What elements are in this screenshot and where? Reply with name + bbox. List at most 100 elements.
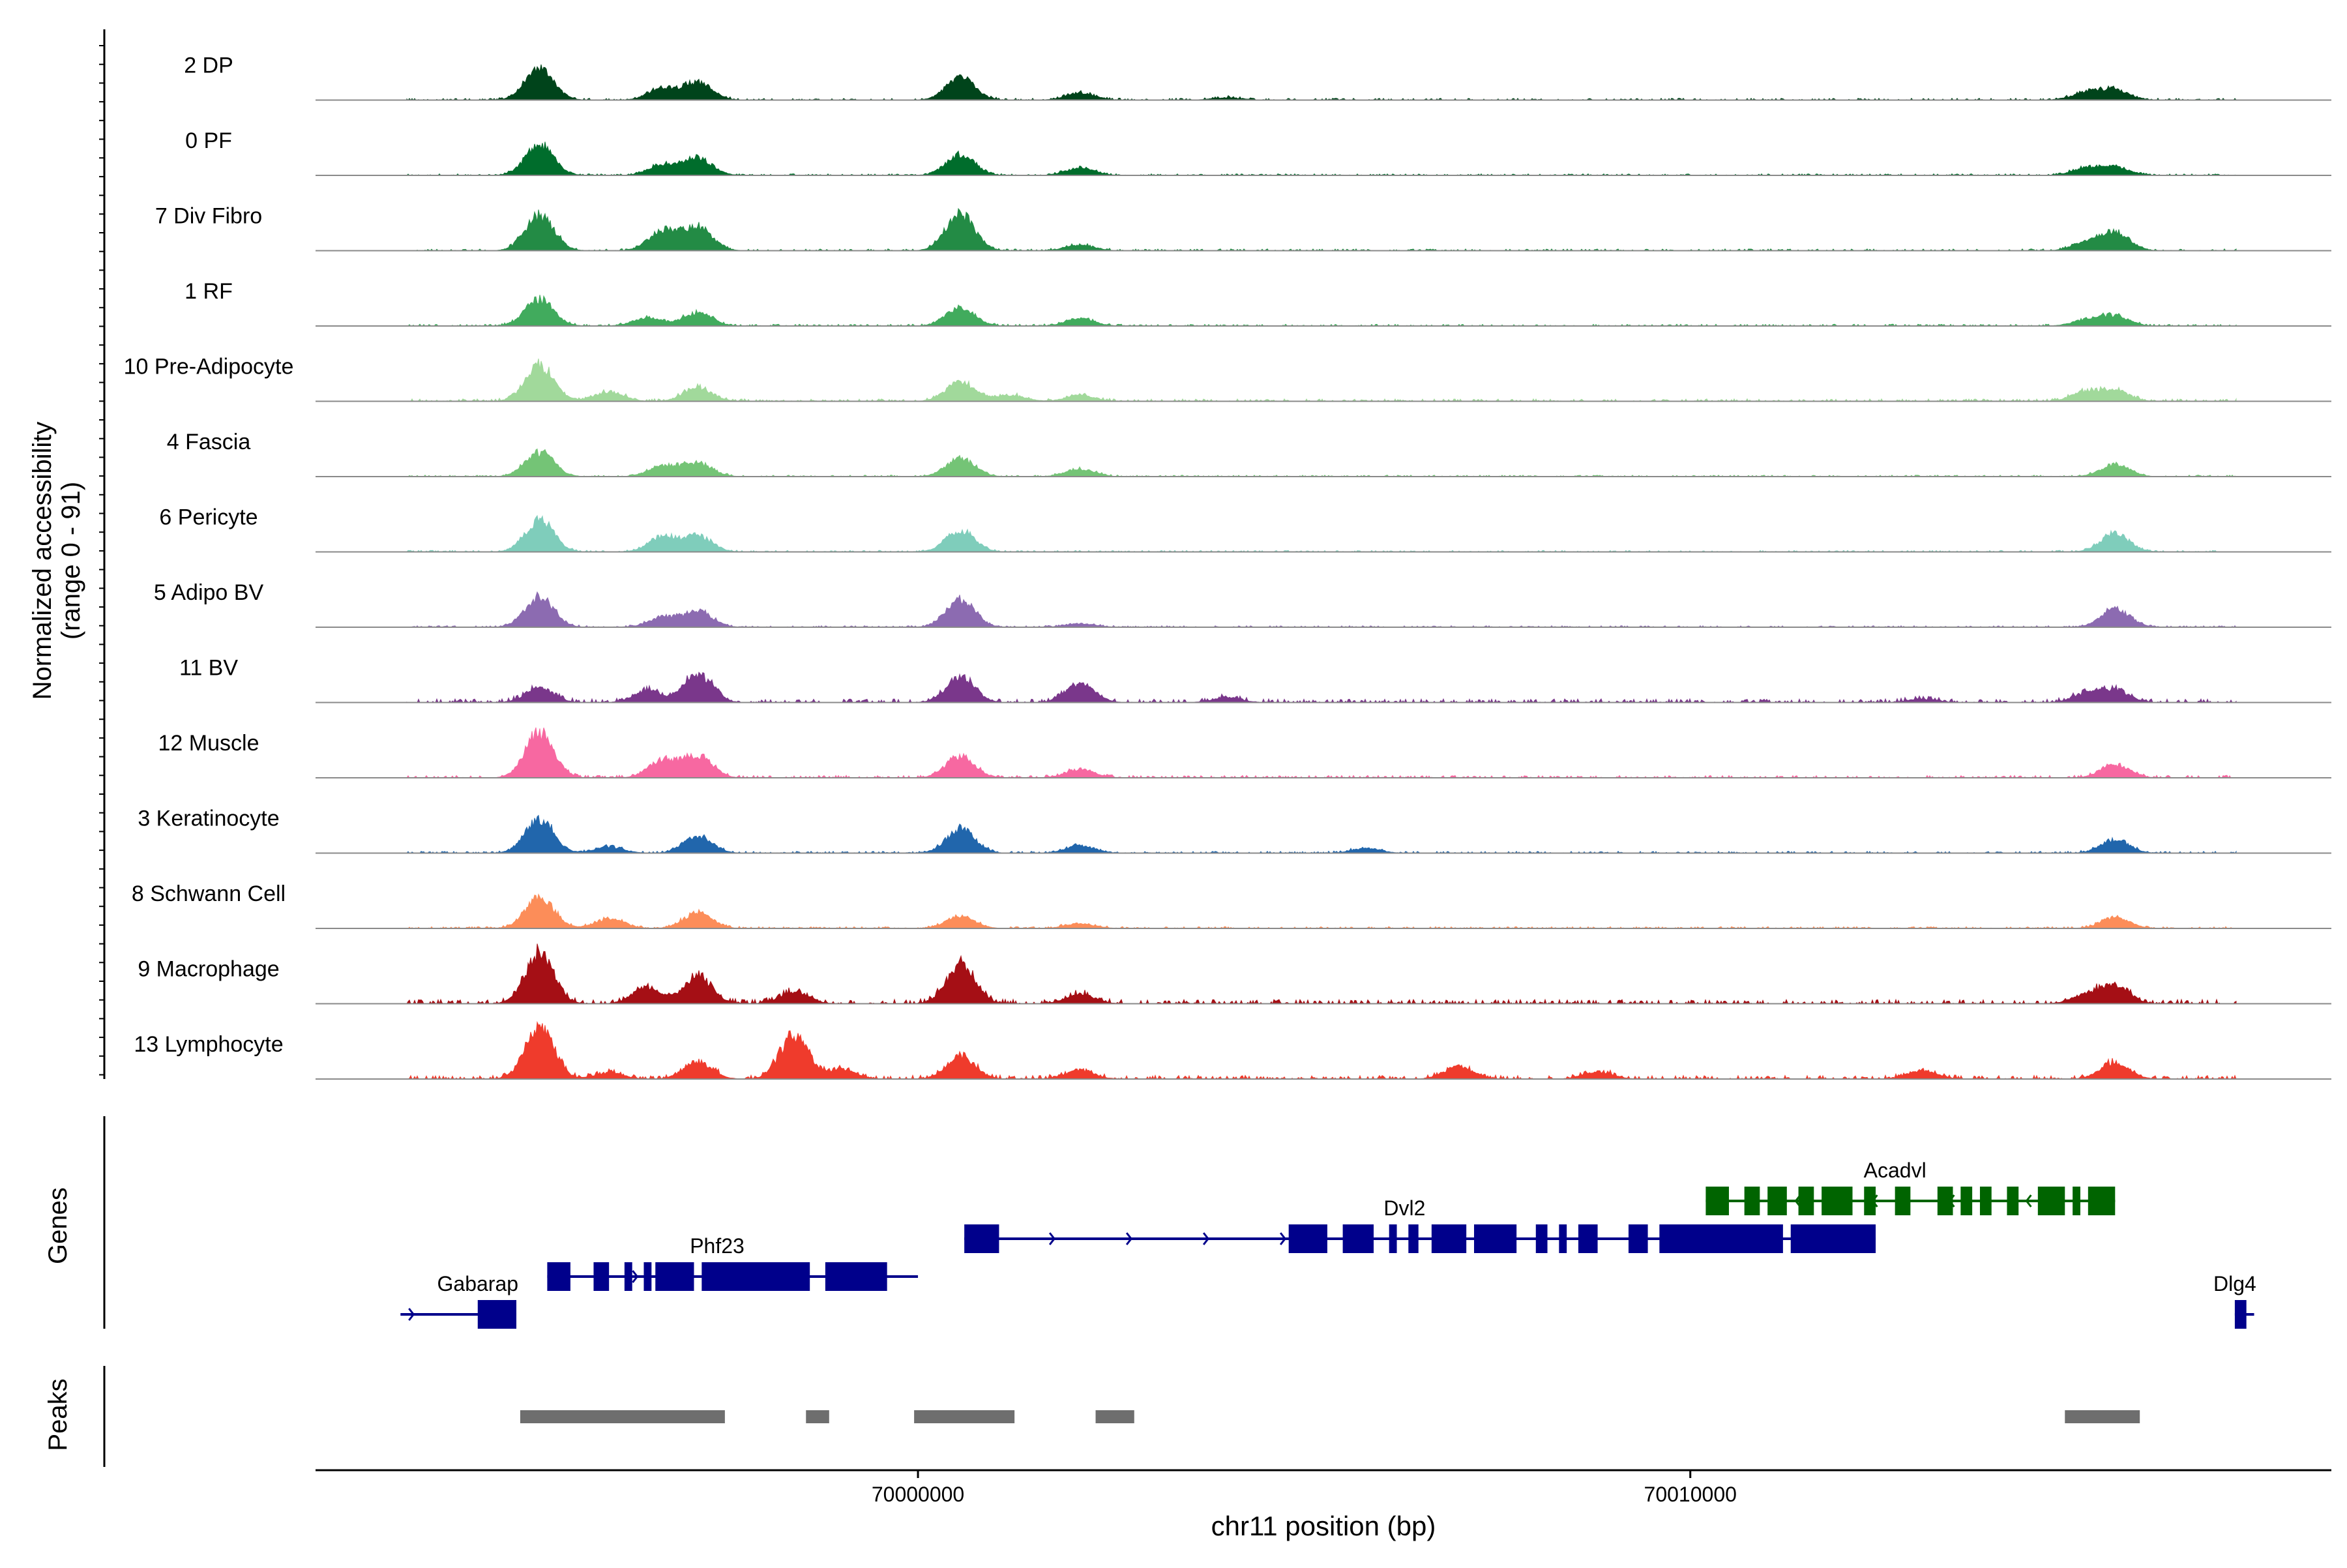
gene-exon: [1431, 1224, 1467, 1253]
track-13: 9 Macrophage: [138, 943, 2331, 1005]
gene-exon: [1822, 1187, 1853, 1215]
gene-exon: [2091, 1187, 2116, 1215]
peak-region: [520, 1410, 725, 1423]
gene-phf23: Phf23: [547, 1234, 919, 1291]
gene-exon: [1628, 1224, 1648, 1253]
track-label: 8 Schwann Cell: [132, 881, 286, 906]
gene-exon: [1895, 1187, 1911, 1215]
strand-chevron: [1048, 1232, 1056, 1245]
track-label: 12 Muscle: [158, 731, 259, 756]
x-tick-label: 70010000: [1644, 1483, 1737, 1506]
peak-region: [914, 1410, 1015, 1423]
track-label: 9 Macrophage: [138, 957, 279, 982]
genes-panel-label: Genes: [44, 1187, 72, 1264]
gene-exon: [2234, 1300, 2247, 1329]
panel-frames: [99, 29, 106, 1467]
track-6: 4 Fascia: [167, 430, 2331, 477]
coverage-area: [407, 893, 2236, 929]
gene-exon: [1578, 1224, 1598, 1253]
gene-exon: [1790, 1224, 1876, 1253]
coverage-tracks: 2 DP 0 PF 7 Div Fibro 1 RF 10 Pre-Adipocyte 4…: [124, 53, 2331, 1080]
gene-exon: [547, 1262, 570, 1291]
track-9: 11 BV: [179, 656, 2331, 703]
gene-exon: [643, 1262, 652, 1291]
gene-label: Dvl2: [1383, 1196, 1425, 1220]
gene-exon: [655, 1262, 694, 1291]
coverage-area: [406, 141, 2237, 176]
track-12: 8 Schwann Cell: [132, 881, 2331, 929]
gene-exon: [1342, 1224, 1374, 1253]
gene-exon: [2037, 1187, 2065, 1215]
gene-exon: [1559, 1224, 1567, 1253]
peaks-panel-label: Peaks: [44, 1378, 72, 1451]
track-3: 7 Div Fibro: [155, 204, 2331, 252]
track-1: 2 DP: [184, 53, 2331, 101]
track-10: 12 Muscle: [158, 727, 2331, 779]
gene-exon: [1408, 1224, 1419, 1253]
gene-exon: [701, 1262, 810, 1291]
gene-exon: [1937, 1187, 1953, 1215]
strand-chevron: [1202, 1232, 1210, 1245]
track-label: 4 Fascia: [167, 430, 251, 454]
gene-annotation-track: Gabarap Phf23 Dvl2 Acadvl Dlg4: [400, 1159, 2256, 1329]
x-tick-label: 70000000: [872, 1483, 964, 1506]
gene-exon: [593, 1262, 610, 1291]
gene-exon: [1535, 1224, 1548, 1253]
strand-chevron: [1125, 1232, 1133, 1245]
strand-chevron: [1279, 1232, 1287, 1245]
gene-exon: [477, 1300, 517, 1329]
y-axis-label-line2: (range 0 - 91): [57, 482, 85, 640]
gene-exon: [1767, 1187, 1787, 1215]
gene-exon: [1798, 1187, 1814, 1215]
track-11: 3 Keratinocyte: [138, 806, 2331, 854]
gene-acadvl: Acadvl: [1705, 1159, 2116, 1215]
track-2: 0 PF: [185, 128, 2331, 176]
x-axis-label: chr11 position (bp): [1211, 1511, 1436, 1541]
gene-label: Gabarap: [437, 1272, 519, 1295]
gene-exon: [1744, 1187, 1760, 1215]
track-label: 7 Div Fibro: [155, 204, 262, 229]
track-label: 1 RF: [185, 279, 233, 304]
track-label: 11 BV: [179, 656, 238, 681]
gene-label: Phf23: [690, 1234, 745, 1258]
strand-chevron: [2025, 1194, 2032, 1207]
gene-exon: [964, 1224, 999, 1253]
gene-label: Dlg4: [2213, 1272, 2256, 1295]
strand-chevron: [632, 1270, 639, 1283]
gene-exon: [2073, 1187, 2080, 1215]
peak-region: [2065, 1410, 2140, 1423]
peak-region: [1095, 1410, 1134, 1423]
track-label: 13 Lymphocyte: [134, 1032, 283, 1057]
gene-exon: [1659, 1224, 1783, 1253]
track-label: 0 PF: [185, 128, 232, 153]
track-4: 1 RF: [185, 279, 2331, 327]
gene-gabarap: Gabarap: [400, 1272, 518, 1329]
peak-region-track: [520, 1410, 2140, 1423]
track-5: 10 Pre-Adipocyte: [124, 355, 2331, 402]
gene-exon: [1960, 1187, 1973, 1215]
track-label: 2 DP: [184, 53, 233, 78]
gene-exon: [2007, 1187, 2019, 1215]
track-8: 5 Adipo BV: [154, 580, 2331, 628]
peak-region: [806, 1410, 829, 1423]
gene-dlg4: Dlg4: [2213, 1272, 2256, 1329]
gene-exon: [1864, 1187, 1876, 1215]
gene-exon: [624, 1262, 632, 1291]
track-7: 6 Pericyte: [159, 505, 2331, 553]
strand-chevron: [408, 1308, 415, 1321]
gene-exon: [1705, 1187, 1729, 1215]
gene-exon: [1474, 1224, 1517, 1253]
gene-exon: [1288, 1224, 1327, 1253]
gene-exon: [825, 1262, 887, 1291]
track-label: 5 Adipo BV: [154, 580, 264, 605]
gene-exon: [1979, 1187, 1992, 1215]
coverage-area: [406, 64, 2237, 101]
gene-exon: [1389, 1224, 1397, 1253]
track-14: 13 Lymphocyte: [134, 1020, 2331, 1080]
track-label: 6 Pericyte: [159, 505, 258, 530]
gene-dvl2: Dvl2: [964, 1196, 1876, 1253]
track-label: 10 Pre-Adipocyte: [124, 355, 294, 379]
